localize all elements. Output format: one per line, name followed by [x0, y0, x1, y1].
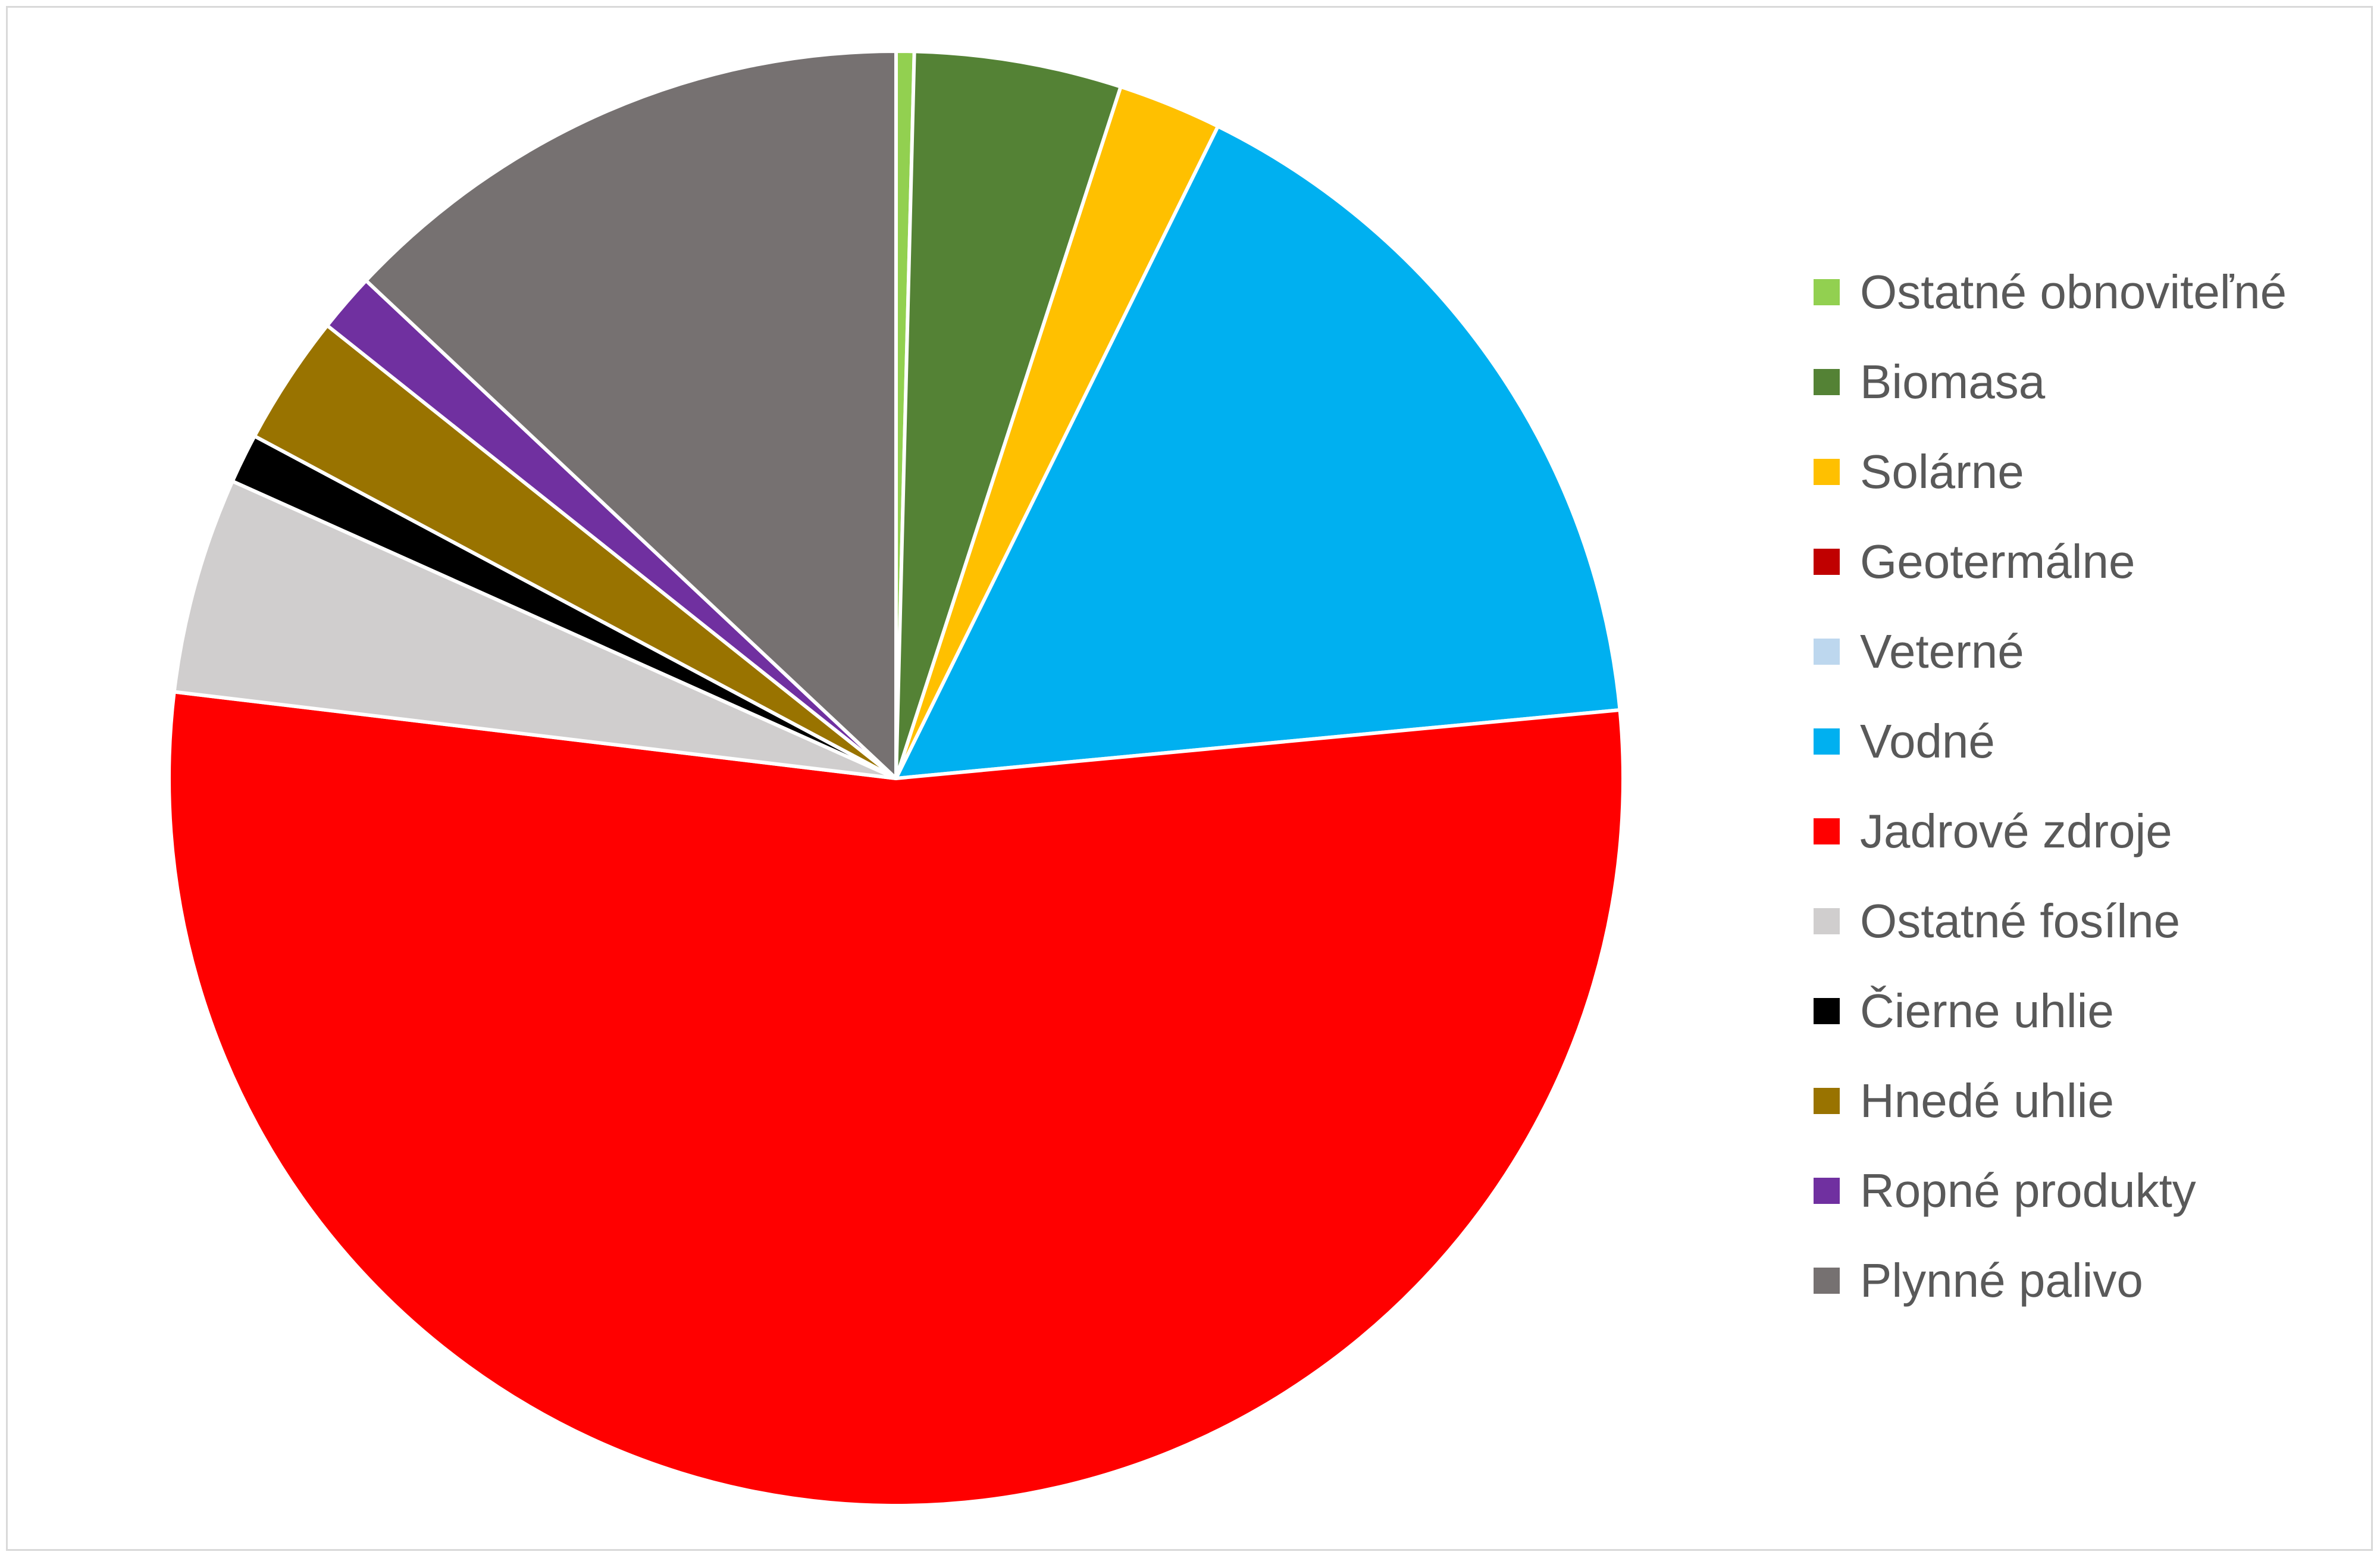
pie-slice-ostatne-fosilne [172, 479, 898, 780]
legend-swatch-plynne-palivo [1814, 1268, 1840, 1294]
legend-swatch-vodne [1814, 728, 1840, 755]
legend-swatch-biomasa [1814, 369, 1840, 395]
legend-swatch-geotermalne [1814, 549, 1840, 575]
legend-label-ostatne-fosilne: Ostatné fosílne [1860, 894, 2181, 947]
pie-slice-vodne [894, 124, 1622, 780]
legend-label-ropne-produkty: Ropné produkty [1860, 1164, 2196, 1217]
legend-label-solarne: Solárne [1860, 445, 2024, 498]
legend-label-hnede-uhlie: Hnedé uhlie [1860, 1074, 2114, 1127]
legend-label-ostatne-obnovitelne: Ostatné obnoviteľné [1860, 265, 2287, 318]
legend-label-geotermalne: Geotermálne [1860, 535, 2135, 588]
legend-label-jadrove-zdroje: Jadrové zdroje [1860, 805, 2172, 858]
legend-swatch-veterne [1814, 639, 1840, 665]
legend-swatch-solarne [1814, 459, 1840, 485]
legend-label-veterne: Veterné [1860, 625, 2024, 678]
pie-chart [167, 49, 1626, 1507]
legend-label-plynne-palivo: Plynné palivo [1860, 1254, 2143, 1307]
legend-label-vodne: Vodné [1860, 715, 1995, 768]
pie-slice-biomasa [894, 49, 1123, 780]
pie-slice-plynne-palivo [364, 49, 898, 780]
pie-slices [167, 49, 1626, 1507]
legend-swatch-cierne-uhlie [1814, 998, 1840, 1024]
chart-area: Ostatné obnoviteľné Biomasa Solárne Geoterm… [6, 6, 2373, 1551]
legend-label-cierne-uhlie: Čierne uhlie [1860, 984, 2114, 1037]
legend-swatch-ropne-produkty [1814, 1178, 1840, 1204]
legend-swatch-ostatne-fosilne [1814, 908, 1840, 934]
legend-swatch-ostatne-obnovitelne [1814, 279, 1840, 305]
pie-slice-jadrove-zdroje [167, 690, 1626, 1507]
legend-swatch-jadrove-zdroje [1814, 818, 1840, 844]
legend-swatch-hnede-uhlie [1814, 1088, 1840, 1114]
legend-label-biomasa: Biomasa [1860, 355, 2046, 408]
